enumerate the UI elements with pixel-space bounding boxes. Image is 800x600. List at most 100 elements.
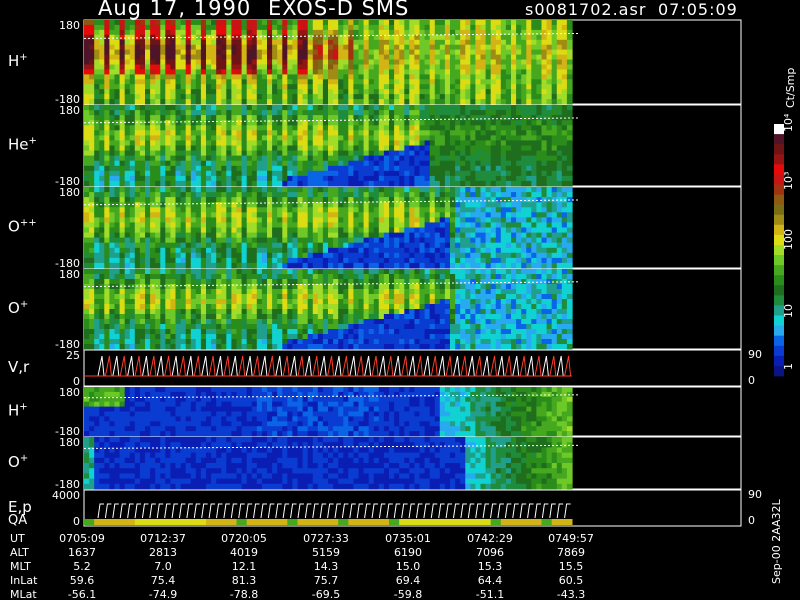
y-min-tick: -180	[55, 478, 80, 491]
y-max-tick: 25	[66, 349, 80, 362]
velocity-trace	[119, 355, 127, 377]
velocity-trace	[104, 355, 112, 377]
panel-o2: O+ 180 -180	[8, 436, 742, 491]
velocity-trace	[290, 355, 298, 377]
energy-trace	[356, 503, 364, 519]
energy-trace	[527, 503, 534, 519]
header-file: s0081702.asr	[525, 0, 647, 19]
energy-trace	[267, 503, 275, 519]
y-min-tick: 0	[73, 375, 80, 388]
energy-trace	[378, 503, 386, 519]
panel-o1: O+ 180 -180	[8, 268, 742, 351]
velocity-trace	[312, 355, 320, 377]
energy-trace	[97, 503, 104, 519]
energy-trace	[334, 503, 341, 519]
velocity-trace	[223, 355, 231, 377]
right-min-tick: 0	[748, 514, 755, 527]
table-cell: 7869	[557, 546, 585, 559]
velocity-trace	[164, 355, 172, 377]
y-max-tick: 180	[59, 268, 80, 281]
velocity-trace	[541, 355, 549, 377]
velocity-trace	[275, 355, 283, 377]
velocity-trace	[430, 355, 438, 377]
panel-opp: O++ 180 -180	[8, 186, 742, 270]
energy-trace	[364, 503, 371, 519]
energy-trace	[186, 503, 193, 519]
colorbar: 1 10 100 10³ 10⁴ Ct/Smp	[774, 68, 797, 377]
energy-trace	[564, 503, 571, 519]
panel-label: V,r	[8, 358, 30, 376]
row-label-inlat: InLat	[10, 574, 38, 587]
velocity-trace	[141, 355, 149, 377]
velocity-trace	[475, 355, 483, 377]
table-cell: 15.3	[478, 560, 503, 573]
header-time: 07:05:09	[658, 0, 738, 19]
energy-trace	[460, 503, 467, 519]
y-max-tick: 180	[59, 436, 80, 449]
table-cell: -74.9	[149, 588, 177, 600]
table-cell: 0712:37	[140, 532, 186, 545]
velocity-trace	[178, 355, 186, 377]
energy-trace	[230, 503, 238, 519]
y-min-tick: -180	[55, 338, 80, 351]
velocity-trace	[334, 355, 342, 377]
table-cell: 5.2	[73, 560, 91, 573]
energy-trace	[341, 503, 349, 519]
table-cell: 15.0	[396, 560, 421, 573]
velocity-trace	[216, 355, 223, 377]
energy-trace	[386, 503, 393, 519]
row-label-mlt: MLT	[10, 560, 31, 573]
velocity-trace	[393, 355, 401, 377]
velocity-trace	[504, 355, 512, 377]
energy-trace	[423, 503, 430, 519]
table-cell: 5159	[312, 546, 340, 559]
y-max-tick: 180	[59, 386, 80, 399]
table-cell: 59.6	[70, 574, 95, 587]
energy-trace	[319, 503, 327, 519]
table-cell: 7.0	[154, 560, 172, 573]
table-cell: 0727:33	[303, 532, 349, 545]
velocity-trace	[519, 355, 527, 377]
table-cell: 7096	[476, 546, 504, 559]
panel-vr: V,r 25 0 90 0	[8, 348, 762, 388]
table-cell: 1637	[68, 546, 96, 559]
y-min-tick: -180	[55, 425, 80, 438]
colorbar-tick: 10³	[782, 172, 795, 190]
table-cell: 0735:01	[385, 532, 431, 545]
velocity-trace	[490, 355, 498, 377]
energy-trace	[430, 503, 438, 519]
velocity-trace	[527, 355, 535, 377]
velocity-trace	[319, 355, 327, 377]
energy-trace	[112, 503, 119, 519]
table-cell: 75.4	[151, 574, 176, 587]
energy-trace	[408, 503, 416, 519]
panel-h2: H+ 180 -180	[8, 386, 742, 438]
energy-trace	[445, 503, 453, 519]
velocity-trace	[208, 355, 216, 377]
table-cell: 64.4	[478, 574, 503, 587]
y-max-tick: 180	[59, 104, 80, 117]
velocity-trace	[149, 355, 157, 377]
energy-trace	[104, 503, 112, 519]
energy-trace	[245, 503, 253, 519]
energy-trace	[208, 503, 216, 519]
energy-trace	[178, 503, 186, 519]
panel-frame	[83, 489, 742, 527]
table-cell: -59.8	[394, 588, 422, 600]
velocity-trace	[356, 355, 364, 377]
velocity-trace	[156, 355, 164, 377]
row-label-mlat: MLat	[10, 588, 37, 600]
table-cell: 12.1	[232, 560, 257, 573]
velocity-trace	[497, 355, 505, 377]
colorbar-tick: 100	[782, 229, 795, 250]
energy-trace	[141, 503, 149, 519]
velocity-trace	[445, 355, 453, 377]
velocity-trace	[282, 355, 290, 377]
velocity-trace	[230, 355, 238, 377]
colorbar-tick: 1	[782, 363, 795, 370]
energy-trace	[415, 503, 423, 519]
velocity-trace	[134, 355, 142, 377]
energy-trace	[512, 503, 519, 519]
